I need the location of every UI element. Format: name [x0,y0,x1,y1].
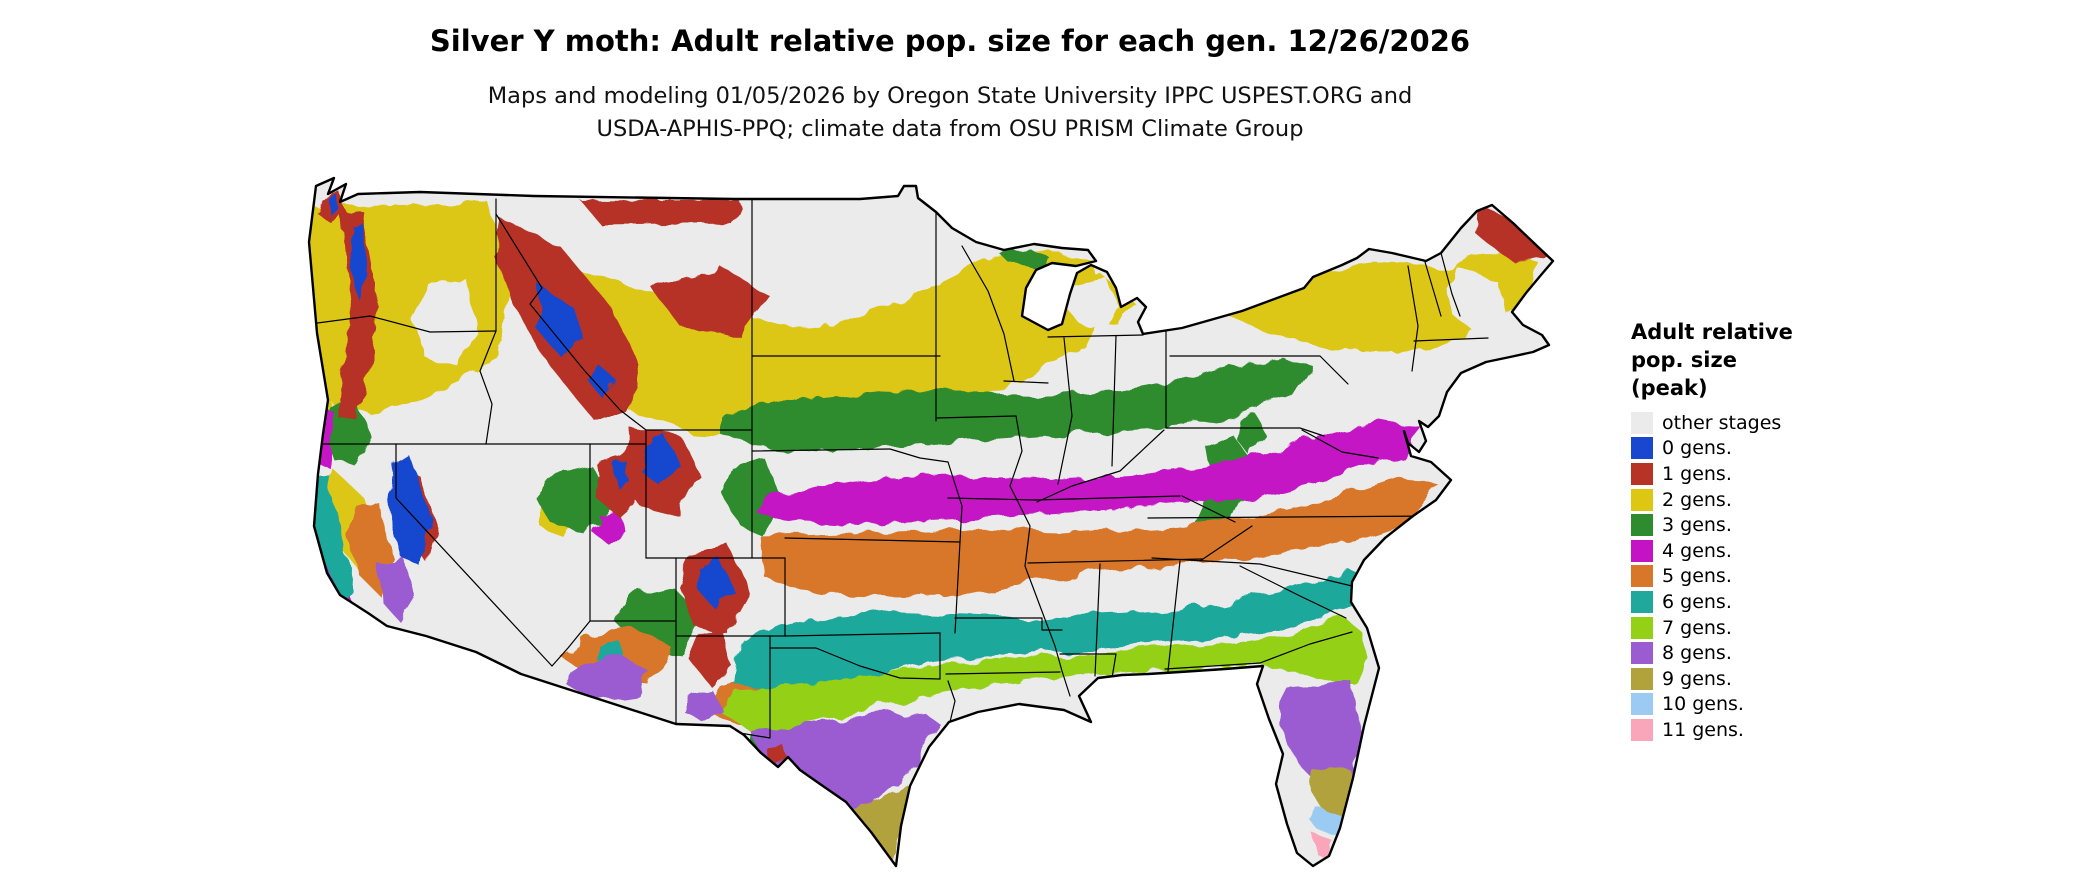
legend-row: 11 gens. [1631,717,1951,743]
legend-swatch [1631,616,1653,639]
legend-swatch [1631,667,1653,690]
legend-title: Adult relative pop. size (peak) [1631,318,1951,402]
region-8-gens [380,556,1362,816]
us-outline [307,176,1555,868]
legend-title-line-3: (peak) [1631,376,1708,400]
legend-label: 9 gens. [1662,667,1732,690]
subtitle-line-2: USDA-APHIS-PPQ; climate data from OSU PR… [596,116,1304,142]
legend-swatch [1631,693,1653,716]
legend-row: 4 gens. [1631,538,1951,564]
legend-row: 8 gens. [1631,640,1951,666]
legend-items: other stages 0 gens. 1 gens. 2 gens. 3 gens.… [1631,410,1951,743]
legend-swatch [1631,718,1653,741]
legend-swatch [1631,642,1653,665]
state-borders [309,198,1489,739]
legend-label: 11 gens. [1662,718,1744,741]
us-map [300,166,1560,882]
region-7-gens [718,615,1368,731]
legend-label: 5 gens. [1662,565,1732,588]
legend-label: 0 gens. [1662,437,1732,460]
legend-label: 3 gens. [1662,514,1732,537]
legend-row: other stages [1631,410,1951,436]
legend-label: 4 gens. [1662,539,1732,562]
legend-row: 1 gens. [1631,461,1951,487]
us-map-svg [307,176,1555,868]
legend-title-line-1: Adult relative [1631,320,1793,344]
legend-label: 10 gens. [1662,693,1744,716]
region-10-gens [1308,806,1346,838]
region-0-gens [328,196,732,606]
legend-swatch [1631,488,1653,511]
legend-swatch [1631,462,1653,485]
legend-label: 2 gens. [1662,488,1732,511]
legend-row: 0 gens. [1631,436,1951,462]
legend-row: 7 gens. [1631,615,1951,641]
legend-row: 10 gens. [1631,692,1951,718]
legend-row: 2 gens. [1631,487,1951,513]
region-3-gens [322,249,1312,750]
legend-label: 7 gens. [1662,616,1732,639]
legend-label: 6 gens. [1662,590,1732,613]
legend: Adult relative pop. size (peak) other st… [1631,318,1951,743]
legend-swatch [1631,514,1653,537]
legend-swatch [1631,411,1653,434]
legend-row: 9 gens. [1631,666,1951,692]
legend-swatch [1631,590,1653,613]
legend-row: 5 gens. [1631,564,1951,590]
legend-row: 3 gens. [1631,512,1951,538]
legend-swatch [1631,437,1653,460]
legend-swatch [1631,539,1653,562]
legend-row: 6 gens. [1631,589,1951,615]
subtitle-line-1: Maps and modeling 01/05/2026 by Oregon S… [487,83,1413,109]
region-11-gens [1313,834,1334,858]
legend-label: 8 gens. [1662,642,1732,665]
legend-label: 1 gens. [1662,462,1732,485]
legend-label: other stages [1662,411,1782,434]
page-subtitle: Maps and modeling 01/05/2026 by Oregon S… [0,80,1900,146]
page-title: Silver Y moth: Adult relative pop. size … [429,24,1471,58]
legend-swatch [1631,565,1653,588]
legend-title-line-2: pop. size [1631,348,1737,372]
